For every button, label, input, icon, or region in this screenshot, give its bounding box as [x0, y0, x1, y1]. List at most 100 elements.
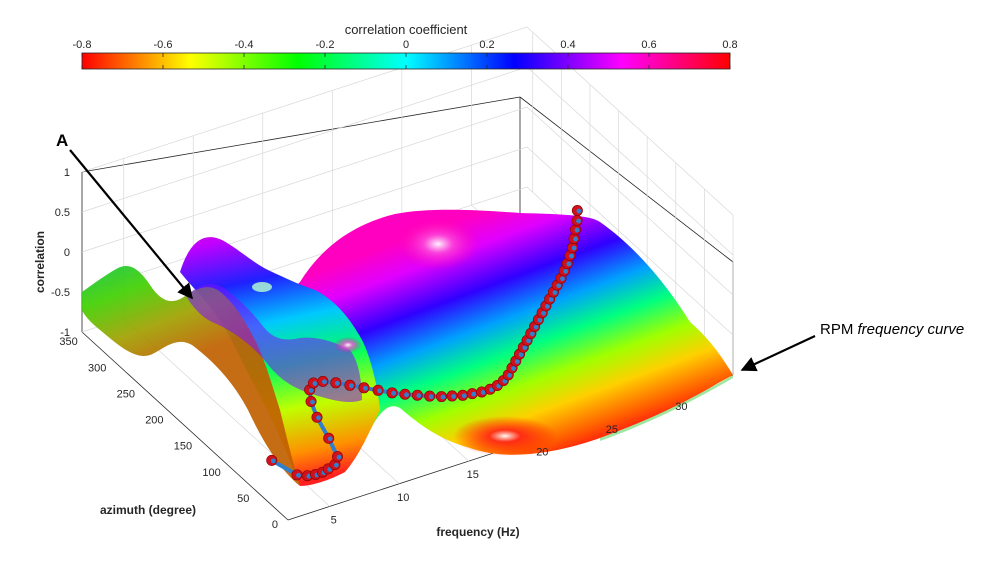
- colorbar-tick-label: -0.2: [316, 39, 335, 51]
- x-tick-label: 25: [606, 424, 618, 436]
- hot-spot-left: [252, 282, 272, 292]
- y-tick-label: 200: [145, 415, 163, 427]
- annotations: A RPM frequency curve: [56, 131, 964, 372]
- colorbar-tick-label: -0.4: [235, 39, 254, 51]
- rpm-curve-point-core: [563, 268, 569, 274]
- rpm-curve-point-core: [440, 394, 446, 400]
- rpm-curve-point-core: [533, 324, 539, 330]
- colorbar-tick-label: 0: [403, 39, 409, 51]
- rpm-curve-point-core: [322, 379, 327, 385]
- rpm-curve-point-core: [514, 359, 520, 364]
- x-tick-label: 20: [536, 446, 548, 458]
- rpm-curve-point-core: [511, 366, 516, 371]
- rpm-curve-point-core: [529, 331, 535, 337]
- rpm-curve-point-core: [336, 454, 342, 460]
- annotation-rpm: RPM frequency curve: [820, 321, 964, 338]
- rpm-curve-point-core: [391, 390, 396, 396]
- z-tick-label: -1: [60, 327, 70, 339]
- rpm-curve-point-core: [548, 297, 554, 302]
- z-tick-label: 1: [64, 167, 70, 179]
- rpm-curve-point-core: [522, 345, 528, 351]
- rpm-curve-point-core: [327, 436, 333, 442]
- rpm-frequency-curve: [266, 205, 583, 482]
- rpm-curve-point-core: [556, 283, 562, 289]
- grid-line-z: [81, 26, 734, 216]
- z-tick-label: -0.5: [51, 287, 70, 299]
- z-tick-label: 0.5: [55, 207, 70, 219]
- rpm-curve-point-core: [518, 352, 524, 358]
- surface-ridge-left: [82, 265, 300, 486]
- rpm-curve-point-core: [576, 208, 582, 214]
- rpm-curve-point-core: [310, 399, 315, 405]
- rpm-curve-point-core: [348, 383, 354, 389]
- rpm-curve-point-core: [502, 378, 508, 384]
- rpm-curve-point-core: [333, 462, 339, 468]
- rpm-curve-point-core: [308, 388, 314, 393]
- rpm-curve-point-core: [560, 276, 565, 282]
- y-axis-label: azimuth (degree): [100, 503, 196, 517]
- grid-line-z: [81, 106, 734, 296]
- y-tick-label: 250: [117, 388, 135, 400]
- colorbar-ticks: -0.8 -0.6 -0.4 -0.2 0 0.2 0.4 0.6 0.8: [73, 39, 738, 69]
- rpm-curve-point-core: [541, 310, 547, 316]
- tick-labels: 51015202530050100150200250300350-1-0.500…: [51, 167, 687, 531]
- annotation-rpm-prefix: RPM: [820, 321, 858, 338]
- rpm-curve-point-core: [316, 415, 321, 421]
- annotation-rpm-italic: frequency curve: [858, 321, 965, 338]
- rpm-curve-point-core: [461, 393, 467, 399]
- annotation-rpm-arrow: [740, 335, 816, 372]
- correlation-surface: [82, 209, 733, 486]
- rpm-curve-point-core: [552, 290, 558, 295]
- annotation-a: A: [56, 131, 68, 150]
- rpm-curve-point-core: [334, 380, 340, 386]
- colorbar-title: correlation coefficient: [345, 22, 468, 37]
- colorbar-tick-label: 0.2: [479, 39, 494, 51]
- y-tick-label: 150: [174, 441, 192, 453]
- surface-ridge-purple: [186, 284, 362, 403]
- z-axis-label: correlation: [33, 231, 47, 293]
- y-tick-label: 50: [237, 493, 249, 505]
- rpm-curve-point-core: [574, 227, 580, 233]
- rpm-curve-point-core: [537, 317, 543, 323]
- colorbar-tick-label: 0.6: [641, 39, 656, 51]
- y-tick-label: 0: [272, 519, 278, 531]
- rpm-curve-point-core: [451, 394, 457, 399]
- annotation-a-arrow: [69, 149, 193, 300]
- grid-line-z: [81, 146, 734, 336]
- y-tick-label: 300: [88, 362, 106, 374]
- colorbar-tick-label: 0.4: [560, 39, 575, 51]
- colorbar-tick-label: -0.8: [73, 39, 92, 51]
- colorbar: correlation coefficient -0.8 -0.6 -0.4 -0.2…: [73, 22, 738, 70]
- x-axis-label: frequency (Hz): [436, 525, 519, 539]
- rpm-curve-point-core: [526, 338, 531, 344]
- x-tick-label: 5: [331, 514, 337, 526]
- rpm-curve-point-core: [480, 390, 486, 395]
- y-tick-label: 100: [202, 467, 220, 479]
- rpm-curve-point-core: [569, 253, 574, 259]
- rpm-curve-point-core: [576, 218, 581, 224]
- rpm-curve-point-core: [566, 261, 572, 267]
- rpm-curve-point-core: [270, 458, 276, 464]
- rpm-curve-point-core: [544, 303, 550, 309]
- rpm-curve-point-core: [363, 385, 368, 391]
- colorbar-tick-label: 0.8: [722, 39, 737, 51]
- hot-spot-ridge: [334, 337, 362, 353]
- x-tick-label: 30: [675, 401, 687, 413]
- rpm-curve-point-core: [296, 472, 301, 478]
- hot-spot-front: [453, 416, 557, 456]
- rpm-curve-point-core: [404, 392, 409, 398]
- y-tick-label: 350: [59, 336, 77, 348]
- rpm-curve-point-core: [573, 236, 578, 242]
- rpm-curve-point-core: [416, 393, 422, 399]
- rpm-curve-point-core: [471, 391, 477, 397]
- rpm-curve-point-core: [428, 394, 434, 400]
- x-tick-label: 15: [467, 469, 479, 481]
- colorbar-tick-label: -0.6: [154, 39, 173, 51]
- rpm-curve-point-core: [507, 372, 513, 378]
- rpm-curve-point-core: [571, 245, 577, 251]
- rpm-curve-point-core: [312, 381, 318, 386]
- surface-right-edge: [600, 375, 733, 441]
- rpm-curve-point-core: [377, 388, 382, 394]
- hot-spot-back: [396, 218, 480, 270]
